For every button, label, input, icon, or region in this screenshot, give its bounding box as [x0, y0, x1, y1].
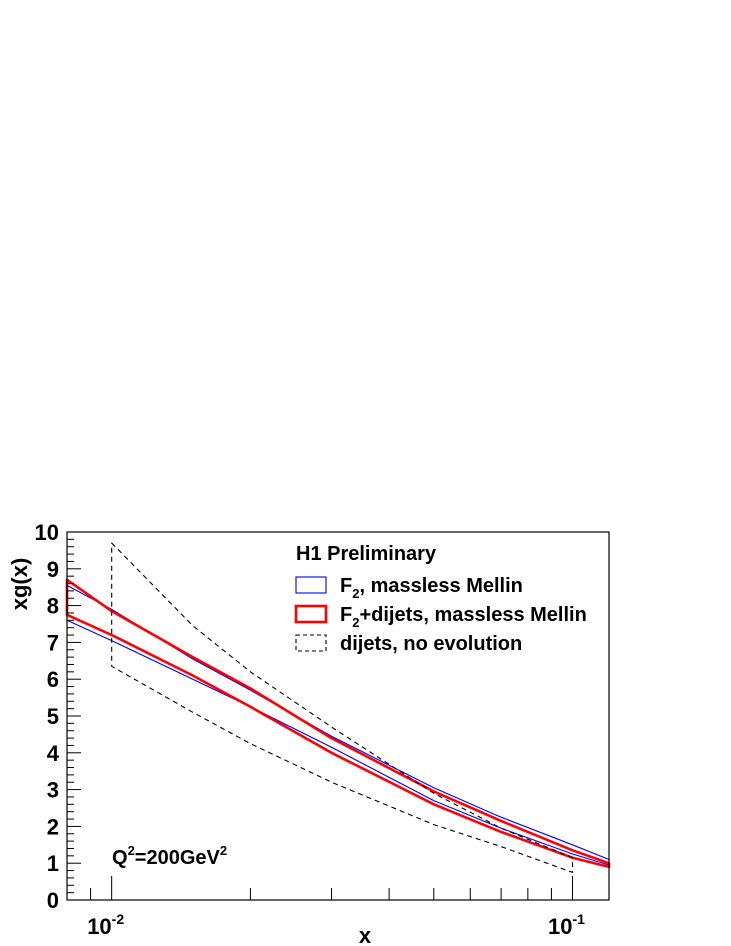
legend: H1 Preliminary F2, massless Mellin F2+dij… [294, 543, 587, 655]
y-axis-label: xg(x) [7, 558, 32, 611]
y-tick-label: 4 [47, 741, 60, 766]
plot-frame [66, 531, 610, 901]
annotation-middle: =200GeV [135, 847, 221, 869]
legend-header: H1 Preliminary [296, 543, 437, 565]
x-axis: 10-2 10-1 [66, 876, 585, 939]
y-tick-label: 5 [47, 704, 59, 729]
x-axis-label: x [359, 923, 372, 946]
y-tick-label: 8 [47, 594, 59, 619]
legend-label-0: F2, massless Mellin [340, 575, 523, 601]
y-tick-label: 3 [47, 778, 59, 803]
x-tick-label: 10-2 [87, 911, 124, 939]
y-tick-label: 0 [47, 888, 59, 913]
y-tick-label: 10 [35, 520, 59, 545]
annotation-prefix: Q [112, 847, 128, 869]
y-tick-label: 9 [47, 557, 59, 582]
annotation-sup1: 2 [128, 843, 135, 858]
legend-swatch-1 [294, 604, 328, 624]
q2-annotation: Q2=200GeV2 [112, 843, 227, 869]
series-layer [65, 542, 611, 873]
y-tick-label: 2 [47, 814, 59, 839]
x-tick-label: 10-1 [548, 911, 585, 939]
legend-swatch-2 [295, 634, 327, 652]
y-axis: 0 1 2 3 4 5 6 7 8 9 10 [35, 520, 81, 913]
annotation-sup2: 2 [220, 843, 227, 858]
legend-label-2: dijets, no evolution [340, 633, 522, 655]
y-tick-label: 7 [47, 630, 59, 655]
legend-label-1: F2+dijets, massless Mellin [340, 604, 587, 630]
y-tick-label: 1 [47, 851, 59, 876]
series-band-2 [111, 542, 574, 873]
y-tick-label: 6 [47, 667, 59, 692]
legend-swatch-0 [295, 576, 327, 594]
series-band-0 [66, 584, 610, 866]
